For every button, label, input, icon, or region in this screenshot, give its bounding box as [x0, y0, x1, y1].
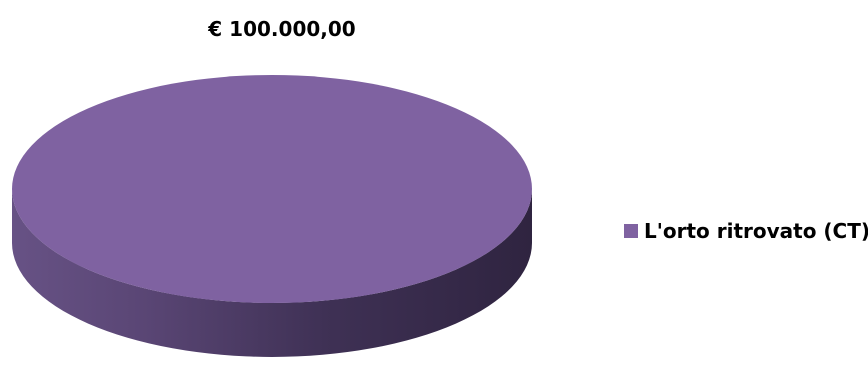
legend-swatch — [624, 224, 638, 238]
slice-value-label: € 100.000,00 — [207, 17, 355, 41]
pie-slice-side — [12, 189, 532, 357]
legend: L'orto ritrovato (CT) — [624, 219, 868, 243]
legend-label: L'orto ritrovato (CT) — [644, 219, 868, 243]
pie-slice — [12, 75, 532, 303]
pie-slices — [12, 75, 532, 357]
